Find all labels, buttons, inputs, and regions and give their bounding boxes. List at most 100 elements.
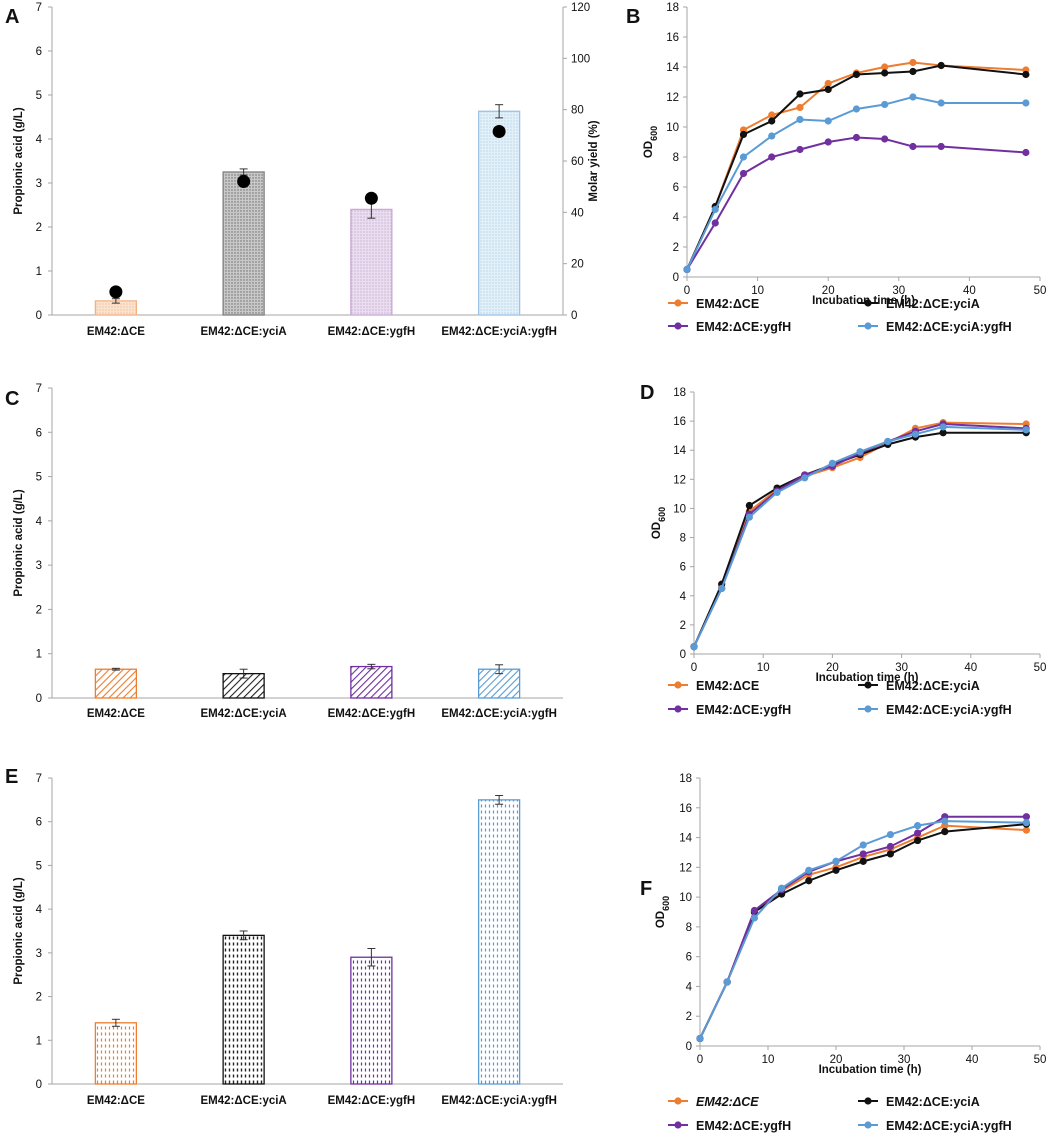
series-4-point <box>939 423 947 431</box>
series-1-point <box>768 111 776 119</box>
y2-tick-label: 40 <box>571 207 584 219</box>
y-tick-label: 5 <box>36 860 42 872</box>
series-3-point <box>886 842 895 851</box>
y-tick-label: 6 <box>680 562 686 574</box>
series-4-point <box>886 830 895 839</box>
series-1-point <box>909 58 917 67</box>
series-4-point <box>739 153 748 161</box>
panel-letter-f: F <box>640 878 652 900</box>
legend-swatch-marker-2 <box>864 1097 872 1105</box>
panel-letter-a: A <box>5 6 19 28</box>
series-2-point <box>939 429 947 437</box>
category-label-2: EM42:ΔCE:yciA <box>201 326 287 338</box>
series-4-point <box>911 430 920 438</box>
y-tick-label: 1 <box>36 649 42 661</box>
series-line-3 <box>686 136 1026 271</box>
y-axis-title: Propionic acid (g/L) <box>13 107 25 215</box>
bar-4 <box>477 799 521 1085</box>
series-4-point <box>796 115 804 124</box>
y-tick-label: 10 <box>673 503 686 515</box>
category-label-4: EM42:ΔCE:yciA:ygfH <box>441 1095 557 1107</box>
x-tick-label: 20 <box>826 662 839 674</box>
y-axis-title: OD600 <box>655 896 671 928</box>
x-tick-label: 20 <box>830 1054 843 1066</box>
y-tick-label: 4 <box>36 904 43 916</box>
x-tick-label: 30 <box>892 285 905 297</box>
series-3-point <box>881 135 889 143</box>
x-tick-label: 50 <box>1034 285 1047 297</box>
series-4-point <box>745 513 753 521</box>
category-label-1: EM42:ΔCE <box>87 326 145 338</box>
y-tick-label: 1 <box>36 266 42 278</box>
series-4-point <box>828 459 837 467</box>
category-label-3: EM42:ΔCE:ygfH <box>328 326 416 338</box>
series-1-point <box>1022 826 1030 834</box>
y-tick-label: 7 <box>36 383 42 395</box>
y-tick-label: 16 <box>673 416 686 428</box>
y-tick-label: 14 <box>666 62 679 74</box>
series-2-point <box>881 69 889 77</box>
y-tick-label: 5 <box>36 90 42 102</box>
legend-label-3: EM42:ΔCE:ygfH <box>696 1119 791 1133</box>
series-1-point <box>796 103 804 112</box>
y-axis-title: Propionic acid (g/L) <box>13 489 25 597</box>
series-3-point <box>914 829 922 837</box>
legend-label-3: EM42:ΔCE:ygfH <box>696 703 791 717</box>
series-3-point <box>739 169 748 178</box>
bar-1 <box>94 1022 138 1085</box>
y-tick-label: 16 <box>666 32 679 44</box>
series-3-point <box>1022 148 1030 157</box>
y-tick-label: 0 <box>36 310 42 322</box>
series-1-point <box>881 63 889 71</box>
bar-2 <box>222 672 265 699</box>
series-3-point <box>750 906 759 915</box>
series-3-point <box>1022 813 1030 821</box>
y-axis-title-subscript: 600 <box>661 896 671 911</box>
x-tick-label: 40 <box>964 662 977 674</box>
x-tick-label: 20 <box>822 285 835 297</box>
y-tick-label: 18 <box>679 773 692 785</box>
series-2-point <box>739 130 748 139</box>
legend-label-2: EM42:ΔCE:yciA <box>886 297 980 311</box>
y2-tick-label: 20 <box>571 259 584 271</box>
series-4-point <box>881 100 889 109</box>
y-tick-label: 14 <box>679 833 692 845</box>
series-3-point <box>796 145 804 154</box>
y-tick-label: 6 <box>36 427 42 439</box>
category-label-2: EM42:ΔCE:yciA <box>201 708 287 720</box>
x-axis-title: Incubation time (h) <box>819 1064 922 1076</box>
y-tick-label: 2 <box>36 222 42 234</box>
series-3-point <box>768 153 776 161</box>
panel-f: F 0 2 4 6 8 10 12 14 16 18 0 10 20 30 40 50 Incubation ti… <box>640 773 1046 1133</box>
series-4-point <box>718 584 726 593</box>
series-4-point <box>750 914 759 922</box>
series-4-point <box>696 1034 704 1043</box>
y2-tick-label: 80 <box>571 105 584 117</box>
panel-letter-d: D <box>640 382 654 404</box>
series-4-point <box>805 866 813 874</box>
legend-label-1: EM42:ΔCE <box>696 1095 759 1109</box>
y-axis-title-subscript: 600 <box>649 126 659 141</box>
series-2-point <box>852 70 861 79</box>
y-tick-label: 7 <box>36 773 42 785</box>
molar-yield-point-1 <box>109 285 123 299</box>
legend-swatch-marker-4 <box>864 1121 872 1129</box>
category-label-1: EM42:ΔCE <box>87 708 145 720</box>
panel-e: E 0 1 2 3 4 5 6 7 Propionic acid (g/L) EM42:ΔCE EM4… <box>5 766 563 1107</box>
series-4-point <box>690 643 698 651</box>
series-4-point <box>1022 819 1030 827</box>
series-4-point <box>937 99 945 107</box>
series-4-point <box>914 822 922 830</box>
x-tick-label: 50 <box>1034 1054 1047 1066</box>
y-tick-label: 4 <box>36 516 43 528</box>
bar-2 <box>222 934 265 1085</box>
legend-swatch-marker-2 <box>864 299 872 307</box>
y-tick-label: 2 <box>36 992 42 1004</box>
y-tick-label: 6 <box>36 46 42 58</box>
y-tick-label: 4 <box>36 134 43 146</box>
legend-swatch-marker-2 <box>864 681 872 689</box>
series-4-point <box>1022 426 1030 434</box>
series-2-point <box>1022 70 1030 79</box>
series-4-point <box>1022 99 1030 107</box>
y-tick-label: 18 <box>673 387 686 399</box>
